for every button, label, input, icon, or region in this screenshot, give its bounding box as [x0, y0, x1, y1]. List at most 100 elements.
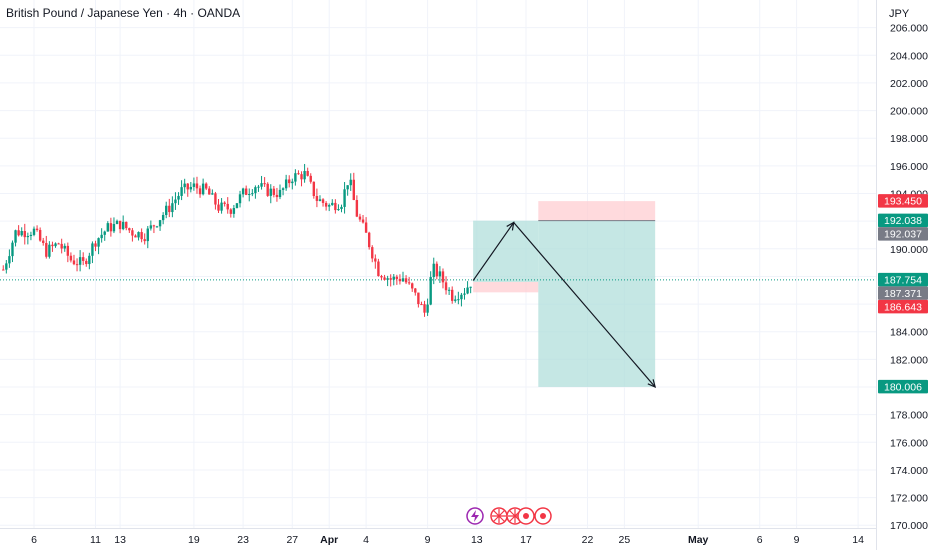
projection-arrowhead-up[interactable] — [506, 221, 515, 231]
time-tick-label[interactable]: 6 — [757, 534, 763, 546]
candle-body — [177, 195, 180, 200]
stop-loss-badge-text: 193.450 — [884, 196, 922, 208]
stop-price-badge[interactable] — [878, 299, 928, 314]
candle-body — [447, 289, 451, 291]
time-tick-label[interactable]: 23 — [237, 534, 249, 546]
candle-body — [66, 245, 70, 256]
candle-body — [171, 203, 174, 213]
candle-body — [241, 188, 245, 195]
economic-event-icons[interactable] — [466, 507, 552, 525]
price-tick-label: 176.000 — [890, 437, 928, 449]
candle-body — [331, 202, 334, 206]
candle-body — [115, 220, 119, 224]
time-tick-label[interactable]: 6 — [31, 534, 37, 546]
candle-body — [220, 202, 223, 211]
candle-body — [48, 244, 51, 257]
candle-body — [174, 199, 177, 204]
projection-arrows[interactable] — [472, 221, 657, 389]
candle-body — [2, 269, 5, 271]
candle-body — [186, 183, 189, 190]
price-tick-label: 182.000 — [890, 354, 928, 366]
time-tick-label[interactable]: 17 — [520, 534, 532, 546]
candle-body — [251, 193, 254, 195]
candle-body — [94, 243, 97, 247]
candle-body — [158, 220, 162, 227]
candle-body — [140, 232, 143, 240]
candle-body — [321, 199, 325, 203]
time-tick-label[interactable]: 11 — [90, 534, 101, 546]
candle-body — [441, 271, 445, 283]
candle-body — [291, 181, 294, 184]
stop-price-badge-text: 186.643 — [884, 301, 922, 313]
candle-body — [103, 231, 106, 235]
time-tick-label[interactable]: 22 — [582, 534, 594, 546]
candle-body — [121, 221, 125, 230]
candle-body — [211, 193, 214, 195]
price-axis[interactable]: 206.000 204.000 202.000 200.000 198.000 196.0… — [876, 0, 929, 550]
candle-body — [72, 260, 76, 265]
time-tick-label[interactable]: May — [688, 534, 709, 546]
candle-body — [155, 226, 159, 228]
time-axis[interactable]: 6 11 13 19 23 27 Apr 4 9 13 17 22 25 May 6 9 14 — [0, 528, 876, 547]
target-level-badge-text: 192.038 — [884, 215, 922, 227]
time-tick-label[interactable]: 19 — [188, 534, 200, 546]
entry-level-badge-text: 192.037 — [884, 229, 922, 241]
candle-body — [306, 170, 309, 176]
entry-price-badge-text: 187.371 — [884, 288, 922, 300]
candle-body — [269, 188, 272, 196]
entry-price-badge[interactable] — [878, 286, 928, 300]
uk-flag-icon[interactable] — [490, 507, 508, 525]
candle-body — [149, 225, 153, 229]
candle-body — [294, 173, 297, 182]
short-stop-zone[interactable] — [538, 201, 656, 221]
target-level-badge[interactable] — [878, 213, 928, 228]
japan-flag-icon[interactable] — [517, 507, 535, 525]
candle-body — [134, 235, 137, 238]
candle-body — [232, 208, 236, 214]
candle-body — [168, 205, 171, 213]
candle-body — [435, 263, 439, 277]
short-target-zone[interactable] — [538, 220, 656, 387]
long-loss-zone[interactable] — [473, 281, 539, 293]
candle-body — [248, 193, 251, 195]
stop-loss-badge[interactable] — [878, 194, 928, 208]
candle-body — [340, 206, 343, 210]
candle-body — [257, 186, 260, 188]
time-tick-label[interactable]: 14 — [852, 534, 864, 546]
time-tick-label[interactable]: 13 — [114, 534, 126, 546]
take-profit-badge[interactable] — [878, 379, 928, 394]
candle-body — [346, 185, 349, 190]
candle-body — [189, 186, 193, 190]
candle-body — [128, 228, 131, 231]
candle-body — [235, 203, 239, 209]
candle-body — [45, 242, 48, 257]
candle-body — [398, 278, 402, 282]
current-price-badge[interactable] — [878, 272, 928, 287]
candle-body — [183, 183, 186, 188]
candle-body — [358, 216, 362, 220]
time-tick-label[interactable]: Apr — [320, 534, 338, 546]
time-tick-label[interactable]: 13 — [471, 534, 483, 546]
lightning-icon[interactable] — [466, 507, 484, 525]
long-profit-zone[interactable] — [473, 220, 539, 282]
candle-body — [51, 244, 54, 247]
currency-label: JPY — [889, 8, 910, 20]
price-tick-label: 198.000 — [890, 133, 928, 145]
japan-flag-icon[interactable] — [534, 507, 552, 525]
trade-zones[interactable] — [0, 201, 876, 387]
entry-level-badge[interactable] — [878, 227, 928, 241]
time-tick-label[interactable]: 25 — [619, 534, 631, 546]
time-tick-label[interactable]: 9 — [425, 534, 431, 546]
time-tick-label[interactable]: 9 — [794, 534, 800, 546]
candle-body — [223, 202, 226, 204]
candle-body — [106, 223, 109, 232]
candle-body — [254, 187, 257, 194]
projection-arrowhead-down[interactable] — [647, 379, 657, 389]
price-tick-label: 174.000 — [890, 465, 928, 477]
candlesticks — [2, 163, 472, 317]
candle-body — [438, 271, 442, 277]
time-tick-label[interactable]: 4 — [363, 534, 369, 546]
candle-body — [17, 230, 20, 236]
time-tick-label[interactable]: 27 — [286, 534, 298, 546]
